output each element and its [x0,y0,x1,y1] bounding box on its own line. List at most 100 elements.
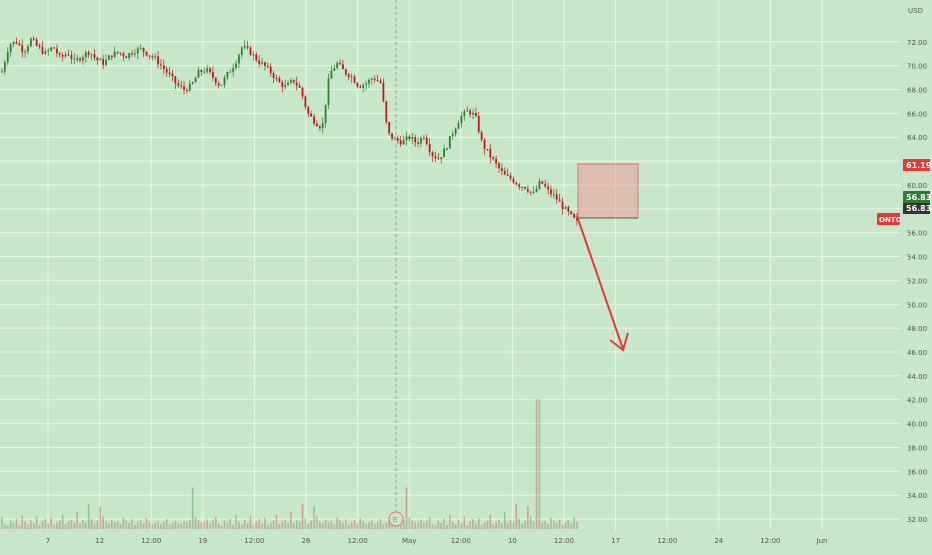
candle-body [134,53,136,55]
target-box[interactable] [577,163,639,219]
last-price-label: 56.83 [906,193,931,202]
volume-bar [298,521,301,529]
volume-bar [423,522,425,529]
candle-body [131,53,133,55]
volume-bar [194,517,197,529]
arrow-head [609,332,629,352]
candle-body [500,168,503,171]
candle-body [168,72,171,74]
volume-bar [113,522,116,529]
volume-bar [558,519,561,529]
volume-bar [84,521,87,529]
candle-body [15,41,18,44]
volume-bar [385,522,388,529]
candle-body [408,136,411,139]
candle-body [174,76,177,84]
candle-body [362,84,365,88]
candle-body [550,189,552,195]
volume-bar [258,519,260,529]
price-axis[interactable]: USD 72.0070.0068.0066.0064.0062.0060.005… [900,0,932,524]
down-arrow[interactable] [576,215,629,352]
candle-body [486,149,489,151]
candle-body [50,47,53,51]
candle-body [541,181,544,184]
volume-bar [183,521,185,529]
price-tick-label: 38.00 [907,444,927,452]
price-tick-label: 70.00 [907,63,927,71]
candle-body [44,51,47,54]
volume-bar [217,524,220,529]
candle-body [6,52,9,63]
candle-body [526,188,529,192]
candle-body [278,78,281,83]
volume-bar [368,522,370,529]
volume-bar [137,521,139,529]
candle-body [370,78,373,81]
price-tick-label: 44.00 [907,373,927,381]
volume-bar [570,523,573,529]
candle-body [316,123,318,127]
candle-body [460,115,463,124]
candle-body [171,73,174,77]
volume-bar [411,520,414,529]
volume-bar [249,516,252,529]
volume-bar [128,522,130,529]
volume-bar [463,516,466,529]
volume-bar [342,522,344,529]
volume-bar [451,521,454,529]
candle-body [290,79,292,83]
volume-bar [212,520,214,529]
candle-body [177,83,180,86]
candle-body [567,206,570,212]
candle-body [477,115,480,133]
candle-body [105,59,107,65]
symbol-tag[interactable] [877,213,900,225]
volume-bar [498,519,500,529]
volume-bar [353,520,356,529]
volume-bar [275,514,278,529]
earnings-marker[interactable]: E [388,511,404,527]
candle-body [376,80,379,82]
volume-bar [576,521,578,529]
candle-body [388,121,391,134]
candle-body [82,57,84,61]
volume-bar [264,517,266,529]
candle-body [191,82,194,84]
candle-body [385,101,388,122]
volume-bar [209,522,211,529]
time-tick-label: 26 [302,537,311,545]
volume-bar [220,525,223,529]
candle-body [561,201,564,209]
volume-bar [290,512,292,529]
price-tick-label: 68.00 [907,86,927,94]
candle-body [324,104,327,124]
candle-body [154,56,157,58]
candle-body [310,113,313,117]
time-axis[interactable]: 7 12 12:00 19 12:00 26 12:00 May 12:00 10 12:00 17 1… [0,530,901,545]
volume-bar [177,523,180,529]
candle-body [180,85,183,87]
volume-bar [501,522,503,529]
volume-bar [67,521,70,529]
candle-body [90,54,93,56]
volume-bar [154,522,156,529]
candle-body [396,138,399,141]
candle-body [67,54,70,56]
price-tick-label: 72.00 [907,39,927,47]
volume-bar [215,517,217,529]
price-tick-label: 64.00 [907,134,927,142]
volume-bar [313,506,315,529]
time-tick-label: 12:00 [760,537,780,545]
gridlines [0,0,901,531]
volume-bar [310,520,312,529]
candle-body [538,181,541,189]
volume-bar [226,522,229,529]
candle-body [226,72,229,78]
candle-body [483,139,486,150]
volume-bar [347,524,350,529]
candle-body [148,55,151,57]
candle-body [336,62,339,69]
candle-body [186,89,188,91]
